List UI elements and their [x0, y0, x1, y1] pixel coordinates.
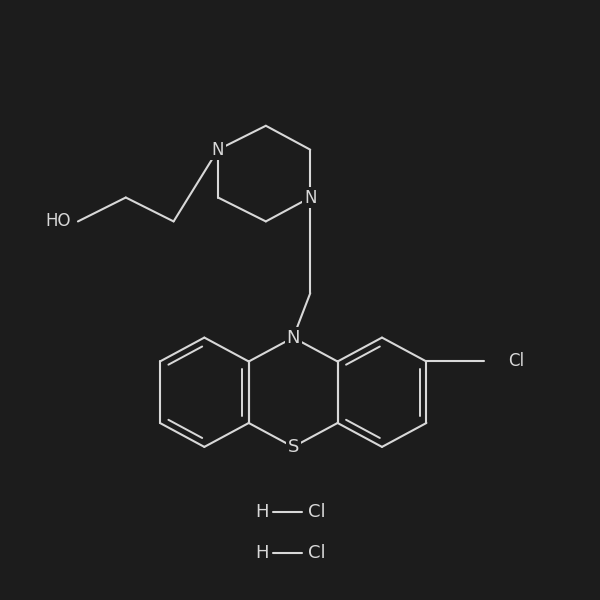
Text: N: N [304, 188, 316, 206]
Text: Cl: Cl [508, 352, 524, 370]
Text: Cl: Cl [308, 544, 326, 562]
Text: N: N [212, 140, 224, 158]
Text: N: N [286, 329, 300, 347]
Text: Cl: Cl [308, 503, 326, 521]
Text: H: H [256, 544, 269, 562]
Text: H: H [256, 503, 269, 521]
Text: S: S [287, 438, 299, 456]
Text: HO: HO [46, 212, 71, 230]
